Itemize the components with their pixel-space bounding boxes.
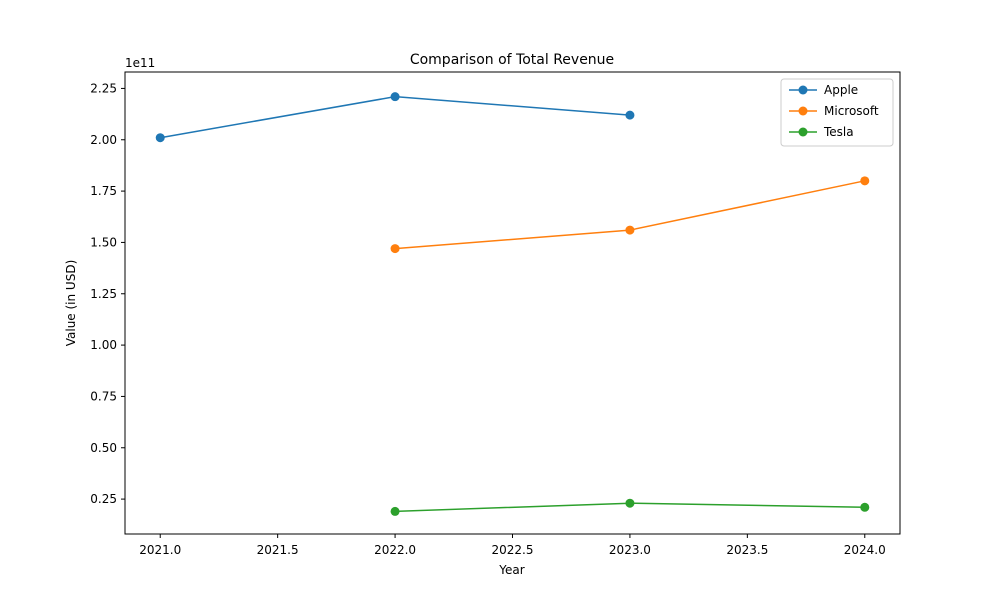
plot-area-frame: [124, 71, 901, 535]
data-point-apple: [390, 92, 400, 102]
x-tick-label: 2022.5: [492, 543, 534, 557]
chart-title: Comparison of Total Revenue: [410, 52, 614, 68]
y-tick-label: 1.75: [90, 184, 117, 198]
x-tick-label: 2024.0: [844, 543, 886, 557]
data-point-tesla: [625, 498, 635, 508]
legend: Apple Microsoft Tesla: [780, 78, 894, 147]
y-tick-label: 1.25: [90, 287, 117, 301]
x-tick-label: 2021.5: [257, 543, 299, 557]
y-axis-label: Value (in USD): [64, 260, 78, 347]
data-point-microsoft: [860, 176, 870, 186]
series-layer: [155, 92, 870, 516]
data-point-apple: [625, 110, 635, 120]
y-tick-label: 0.50: [90, 441, 117, 455]
y-offset-label: 1e11: [125, 56, 155, 70]
y-tick-label: 1.50: [90, 235, 117, 249]
legend-marker-apple: [798, 85, 808, 95]
x-tick-label: 2023.5: [726, 543, 768, 557]
x-axis-ticks: 2021.0 2021.5 2022.0 2022.5 2023.0 2023.5 2024…: [139, 534, 886, 557]
data-point-tesla: [860, 502, 870, 512]
legend-box: [780, 78, 894, 147]
x-tick-label: 2023.0: [609, 543, 651, 557]
data-point-tesla: [390, 506, 400, 516]
legend-label-tesla: Tesla: [823, 125, 854, 139]
legend-label-microsoft: Microsoft: [824, 104, 879, 118]
x-tick-label: 2022.0: [374, 543, 416, 557]
y-tick-label: 0.75: [90, 389, 117, 403]
data-point-apple: [155, 133, 165, 143]
y-tick-label: 2.00: [90, 133, 117, 147]
legend-marker-microsoft: [798, 106, 808, 116]
legend-marker-tesla: [798, 127, 808, 137]
x-tick-label: 2021.0: [139, 543, 181, 557]
y-tick-label: 2.25: [90, 81, 117, 95]
y-axis-ticks: 0.25 0.50 0.75 1.00 1.25 1.50 1.75 2.00 2.25: [90, 81, 125, 506]
data-point-microsoft: [390, 244, 400, 254]
y-tick-label: 0.25: [90, 492, 117, 506]
y-tick-label: 1.00: [90, 338, 117, 352]
data-point-microsoft: [625, 225, 635, 235]
legend-label-apple: Apple: [824, 83, 858, 97]
x-axis-label: Year: [498, 563, 524, 577]
